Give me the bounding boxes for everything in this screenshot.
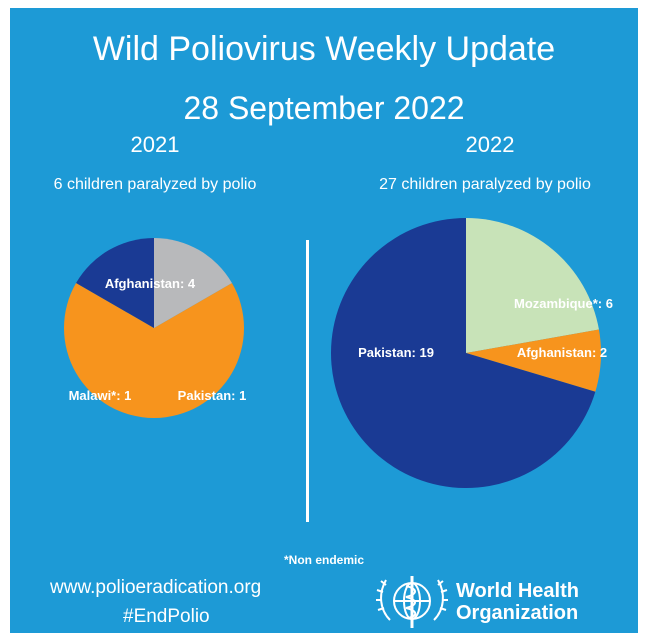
pie-chart-2021: Afghanistan: 4 Pakistan: 1 Malawi*: 1 bbox=[64, 238, 247, 419]
pie-2022-label-afghanistan: Afghanistan: 2 bbox=[517, 345, 607, 360]
pie-2021-slice-malawi bbox=[154, 238, 232, 328]
pie-2021-slice-pakistan bbox=[76, 238, 154, 328]
pie-2021-label-pakistan: Pakistan: 1 bbox=[178, 388, 247, 403]
pie-2021-slice-afghanistan bbox=[64, 283, 244, 419]
chart-subtitle-2022: 27 children paralyzed by polio bbox=[379, 176, 591, 193]
report-date: 28 September 2022 bbox=[183, 90, 465, 126]
page-title: Wild Poliovirus Weekly Update bbox=[92, 30, 556, 68]
pie-2021-label-afghanistan: Afghanistan: 4 bbox=[105, 276, 196, 291]
pie-2022-slice-pakistan bbox=[331, 218, 596, 488]
chart-title-2021: 2021 bbox=[130, 132, 180, 157]
who-emblem-icon bbox=[376, 576, 448, 628]
org-name-line1: World Health bbox=[456, 580, 579, 602]
pie-2022-label-pakistan: Pakistan: 19 bbox=[358, 345, 434, 360]
pie-2022-slice-mozambique bbox=[466, 218, 599, 353]
footnote: *Non endemic bbox=[283, 553, 364, 567]
divider-line bbox=[306, 240, 309, 522]
chart-subtitle-2021: 6 children paralyzed by polio bbox=[53, 176, 257, 193]
who-wordmark: World Health Organization bbox=[456, 580, 579, 624]
pie-2022-label-mozambique: Mozambique*: 6 bbox=[514, 296, 613, 311]
infographic-panel: Wild Poliovirus Weekly Update 28 Septemb… bbox=[10, 8, 638, 633]
pie-chart-2022: Mozambique*: 6 Afghanistan: 2 Pakistan: 19 bbox=[331, 218, 613, 488]
hashtag: #EndPolio bbox=[123, 606, 210, 627]
pie-2022-slice-afghanistan bbox=[466, 329, 601, 392]
chart-title-2022: 2022 bbox=[465, 132, 515, 157]
website-link[interactable]: www.polioeradication.org bbox=[50, 577, 262, 598]
org-name-line2: Organization bbox=[456, 602, 579, 624]
pie-2021-label-malawi: Malawi*: 1 bbox=[69, 388, 132, 403]
